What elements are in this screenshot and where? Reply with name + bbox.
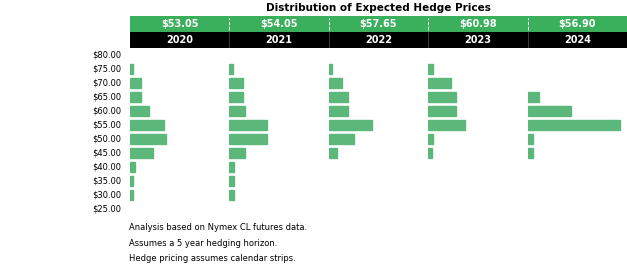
Bar [130,78,141,88]
Bar [329,64,332,74]
Text: $57.65: $57.65 [360,19,398,29]
Bar [229,106,245,116]
Bar [527,106,571,116]
Bar [527,32,627,48]
Text: 2022: 2022 [365,35,392,45]
Text: $25.00: $25.00 [92,204,121,214]
Text: Hedge Prices: Hedge Prices [26,35,103,45]
Bar [229,120,266,130]
Bar [229,78,243,88]
Bar [229,92,243,102]
Bar [229,32,329,48]
Bar [130,190,134,200]
Text: $65.00: $65.00 [92,92,121,102]
Bar [329,78,342,88]
Bar [527,92,539,102]
Bar [428,120,465,130]
Bar [229,176,234,186]
Bar [428,16,527,32]
Bar [428,148,431,158]
Bar [329,106,348,116]
Text: Distribution of Expected Hedge Prices: Distribution of Expected Hedge Prices [266,3,491,13]
Bar [130,176,134,186]
Text: $50.00: $50.00 [92,135,121,143]
Text: $55.00: $55.00 [92,121,121,129]
Bar [229,162,234,172]
Bar [329,120,372,130]
Text: 2021: 2021 [266,35,293,45]
Text: $60.00: $60.00 [92,106,121,116]
Text: $30.00: $30.00 [92,191,121,199]
Text: 2020: 2020 [166,35,193,45]
Bar [428,106,456,116]
Bar [130,120,164,130]
Bar [130,92,141,102]
Bar [428,134,433,144]
Bar [229,134,266,144]
Text: $45.00: $45.00 [92,148,121,158]
Bar [329,92,348,102]
Text: $54.05: $54.05 [260,19,298,29]
Text: $53.05: $53.05 [161,19,199,29]
Text: Analysis based on Nymex CL futures data.: Analysis based on Nymex CL futures data. [129,223,307,232]
Bar [130,162,135,172]
Bar [130,134,166,144]
Bar [428,92,456,102]
Text: Hedge pricing assumes calendar strips.: Hedge pricing assumes calendar strips. [129,254,295,263]
Bar [229,16,329,32]
Bar [527,16,627,32]
Bar [527,148,533,158]
Bar [130,148,152,158]
Text: $75.00: $75.00 [92,65,121,73]
Bar [329,16,428,32]
Bar [130,16,229,32]
Bar [130,32,229,48]
Bar [527,134,533,144]
Text: $70.00: $70.00 [92,79,121,87]
Text: $56.90: $56.90 [559,19,596,29]
Text: 2024: 2024 [564,35,591,45]
Bar [428,64,433,74]
Bar [329,32,428,48]
Bar [229,148,245,158]
Text: $60.98: $60.98 [459,19,497,29]
Bar [428,32,527,48]
Bar [229,64,233,74]
Bar [130,106,149,116]
Text: $35.00: $35.00 [92,177,121,185]
Bar [428,78,451,88]
Text: 2023: 2023 [465,35,492,45]
Bar [130,64,134,74]
Bar [329,148,337,158]
Bar [329,134,354,144]
Bar [229,190,234,200]
Text: Assumes a 5 year hedging horizon.: Assumes a 5 year hedging horizon. [129,239,277,248]
Bar [527,120,620,130]
Text: $80.00: $80.00 [92,50,121,59]
Text: $40.00: $40.00 [92,162,121,172]
